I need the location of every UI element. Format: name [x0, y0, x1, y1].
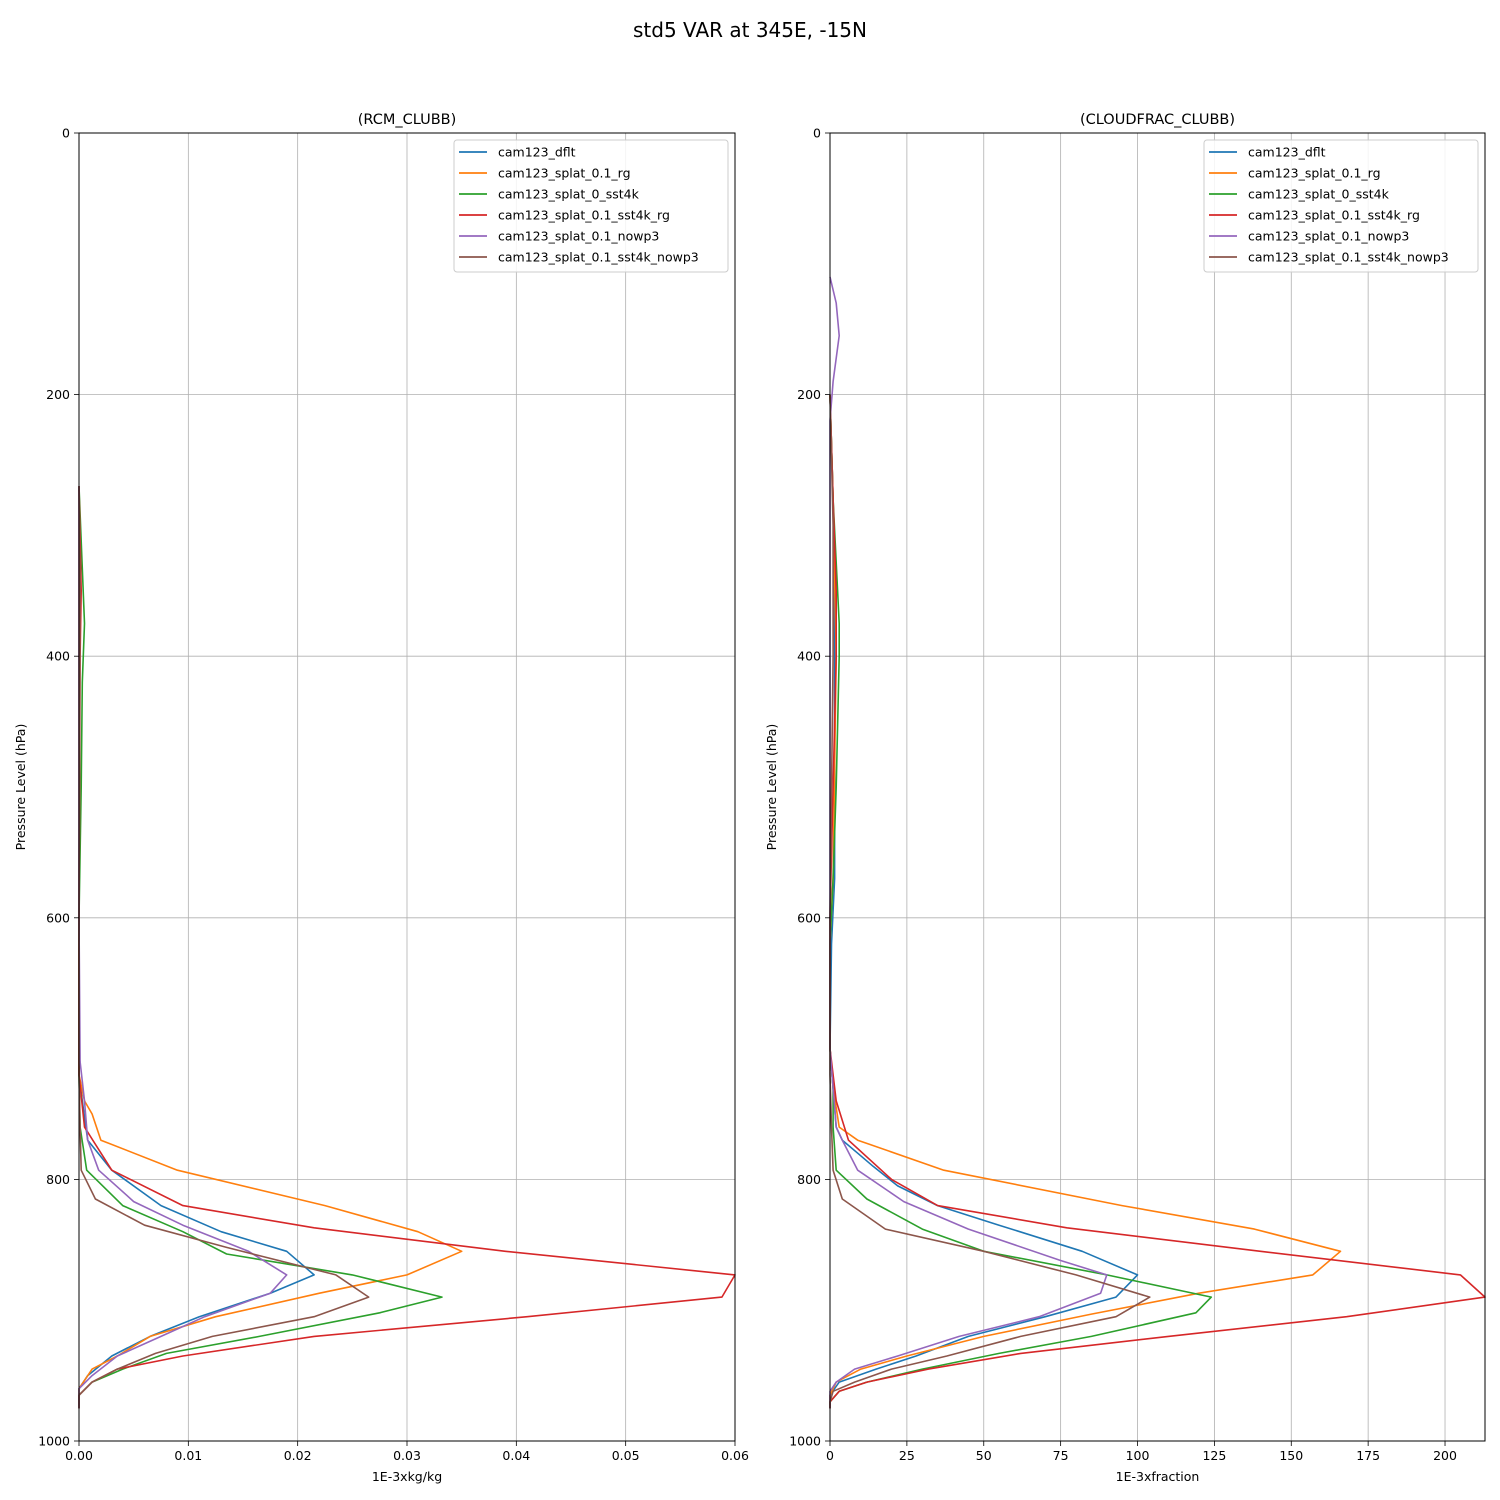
x-tick-label: 0.02 — [284, 1448, 312, 1463]
x-axis-label: 1E-3xfraction — [1116, 1469, 1200, 1484]
legend-label: cam123_dflt — [498, 145, 576, 160]
series-line-cam123-dflt — [829, 394, 1139, 1409]
y-tick-label: 200 — [797, 387, 821, 402]
legend-label: cam123_splat_0_sst4k — [498, 187, 640, 202]
legend: cam123_dflt cam123_splat_0.1_rg cam123_spl… — [1203, 139, 1479, 273]
y-tick-label: 600 — [797, 910, 821, 925]
y-tick-label: 800 — [46, 1172, 70, 1187]
x-tick-label: 200 — [1433, 1448, 1457, 1463]
legend: cam123_dflt cam123_splat_0.1_rg cam123_spl… — [453, 139, 729, 273]
x-axis-ticks: 0 25 50 75 100 125 150 175 200 — [826, 1441, 1457, 1463]
figure-title: std5 VAR at 345E, -15N — [633, 18, 867, 42]
y-axis-label: Pressure Level (hPa) — [13, 724, 28, 851]
series-line-cam123-splat-0-1-rg — [78, 486, 463, 1409]
legend-label: cam123_splat_0.1_rg — [498, 166, 631, 181]
y-tick-label: 800 — [797, 1172, 821, 1187]
x-tick-label: 0.00 — [65, 1448, 93, 1463]
x-axis-label: 1E-3xkg/kg — [372, 1469, 442, 1484]
x-tick-label: 150 — [1279, 1448, 1303, 1463]
x-tick-label: 0.05 — [612, 1448, 640, 1463]
x-tick-label: 175 — [1356, 1448, 1380, 1463]
y-tick-label: 400 — [46, 649, 70, 664]
chart-panel-rcm-clubb: 0.00 0.01 0.02 0.03 0.04 0.05 0.06 0 200 400 600 8… — [13, 112, 749, 1484]
grid-lines — [78, 132, 736, 1442]
series-line-cam123-splat-0-1-nowp3 — [829, 276, 1108, 1409]
y-tick-label: 1000 — [38, 1434, 70, 1449]
legend-label: cam123_dflt — [1248, 145, 1326, 160]
legend-box — [453, 139, 729, 273]
series-line-cam123-splat-0-sst4k — [829, 394, 1213, 1409]
y-axis-ticks: 0 200 400 600 800 1000 — [789, 126, 830, 1449]
legend-label: cam123_splat_0.1_sst4k_nowp3 — [1248, 250, 1449, 265]
y-tick-label: 1000 — [789, 1434, 821, 1449]
legend-label: cam123_splat_0.1_sst4k_rg — [498, 208, 670, 223]
series-line-cam123-splat-0-1-sst4k-rg — [829, 394, 1486, 1409]
x-tick-label: 100 — [1126, 1448, 1150, 1463]
x-axis-ticks: 0.00 0.01 0.02 0.03 0.04 0.05 0.06 — [65, 1441, 749, 1463]
series-line-cam123-splat-0-1-sst4k-nowp3 — [829, 394, 1151, 1409]
x-tick-label: 0.06 — [721, 1448, 749, 1463]
x-tick-label: 25 — [899, 1448, 915, 1463]
y-tick-label: 0 — [62, 126, 70, 141]
legend-label: cam123_splat_0.1_nowp3 — [1248, 229, 1409, 244]
x-tick-label: 0.04 — [502, 1448, 530, 1463]
y-tick-label: 600 — [46, 910, 70, 925]
axes-frame — [829, 132, 1486, 1442]
series-line-cam123-splat-0-sst4k — [78, 486, 443, 1409]
x-tick-label: 0.01 — [174, 1448, 202, 1463]
chart-panel-cloudfrac-clubb: 0 25 50 75 100 125 150 175 200 0 200 400 600 800 1000… — [764, 112, 1486, 1484]
y-tick-label: 200 — [46, 387, 70, 402]
legend-box — [1203, 139, 1479, 273]
x-tick-label: 0.03 — [393, 1448, 421, 1463]
grid-lines — [829, 132, 1485, 1442]
x-tick-label: 50 — [976, 1448, 992, 1463]
y-tick-label: 0 — [813, 126, 821, 141]
panel-title: (CLOUDFRAC_CLUBB) — [1080, 112, 1235, 128]
y-axis-ticks: 0 200 400 600 800 1000 — [38, 126, 79, 1449]
x-tick-label: 75 — [1053, 1448, 1069, 1463]
series-line-cam123-splat-0-1-nowp3 — [78, 486, 288, 1409]
legend-label: cam123_splat_0.1_rg — [1248, 166, 1381, 181]
y-tick-label: 400 — [797, 649, 821, 664]
legend-label: cam123_splat_0.1_nowp3 — [498, 229, 659, 244]
x-tick-label: 0 — [826, 1448, 834, 1463]
panel-title: (RCM_CLUBB) — [358, 112, 457, 128]
y-axis-label: Pressure Level (hPa) — [764, 724, 779, 851]
legend-label: cam123_splat_0.1_sst4k_nowp3 — [498, 250, 699, 265]
legend-label: cam123_splat_0.1_sst4k_rg — [1248, 208, 1420, 223]
series-lines — [829, 276, 1486, 1409]
legend-label: cam123_splat_0_sst4k — [1248, 187, 1390, 202]
x-tick-label: 125 — [1202, 1448, 1226, 1463]
